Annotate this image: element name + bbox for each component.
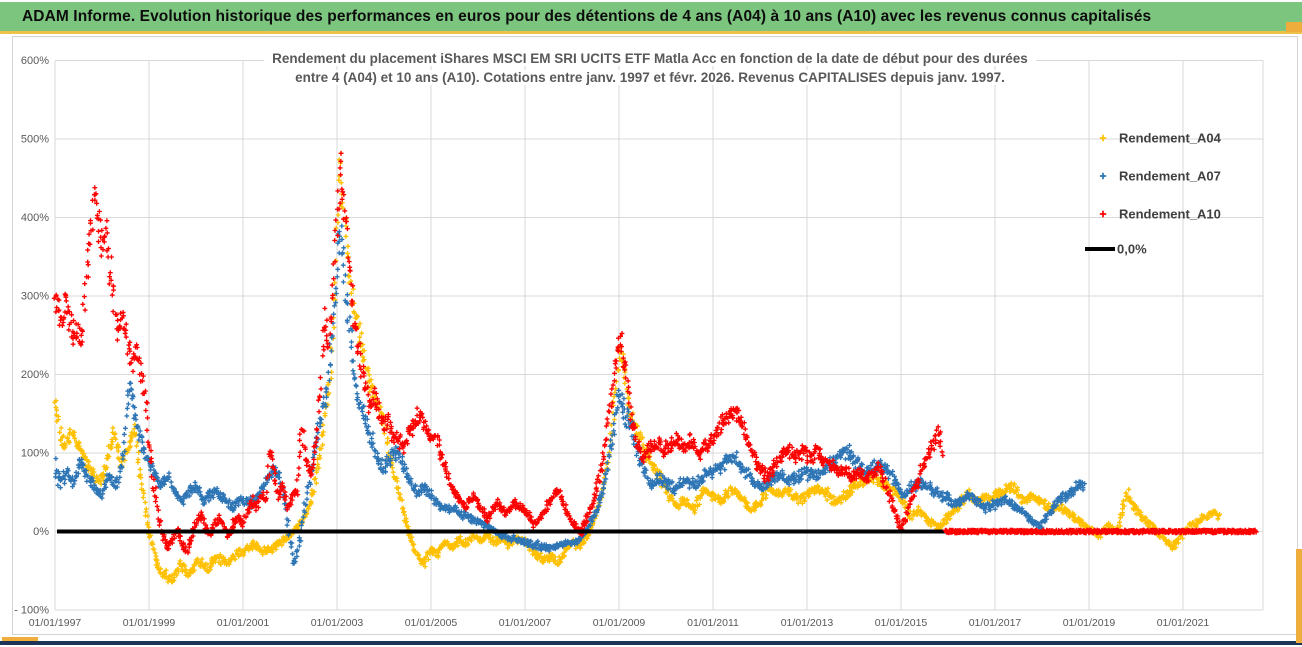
legend-item-rendement_a10[interactable]: Rendement_A10 <box>1099 207 1221 222</box>
x-axis-label: 01/01/2007 <box>499 617 552 629</box>
x-axis-label: 01/01/2011 <box>687 617 739 629</box>
legend-label: Rendement_A10 <box>1119 207 1221 222</box>
series-rendement_a07 <box>53 223 1087 566</box>
y-axis-label: 100% <box>21 448 49 460</box>
page-title: ADAM Informe. Evolution historique des p… <box>22 8 1152 25</box>
legend-marker-plus-icon <box>1099 172 1107 180</box>
x-axis-label: 01/01/2001 <box>217 617 270 629</box>
y-axis-label: 0% <box>33 526 49 538</box>
chart-canvas[interactable]: 600%500%400%300%200%100%0%- 100%01/01/19… <box>13 37 1297 634</box>
sheet-header: ADAM Informe. Evolution historique des p… <box>0 2 1302 31</box>
y-axis-labels: 600% 500% 400% 300% 200% 100% 0% - 100% <box>14 55 49 617</box>
x-axis-labels: 01/01/1997 01/01/1999 01/01/2001 01/01/2003… <box>29 617 1210 629</box>
x-axis-label: 01/01/2013 <box>781 617 834 629</box>
legend-item-rendement_a04[interactable]: Rendement_A04 <box>1099 131 1222 146</box>
x-axis-label: 01/01/2015 <box>875 617 928 629</box>
chart-title-line-1: Rendement du placement iShares MSCI EM S… <box>264 51 1036 66</box>
y-axis-label: 500% <box>21 134 49 146</box>
legend-label: Rendement_A07 <box>1119 169 1221 184</box>
gridlines <box>54 60 1264 611</box>
x-axis-label: 01/01/2017 <box>969 617 1022 629</box>
x-axis-label: 01/01/1999 <box>123 617 176 629</box>
y-axis-label: 600% <box>21 55 49 67</box>
x-axis-label: 01/01/2021 <box>1157 617 1210 629</box>
gold-accent-right <box>1296 549 1302 643</box>
gold-accent-bottom-left <box>2 637 38 644</box>
bottom-border-bar <box>0 641 1302 645</box>
x-axis-label: 01/01/2005 <box>405 617 458 629</box>
gold-accent-top-right <box>1286 22 1302 32</box>
legend-item-rendement_a07[interactable]: Rendement_A07 <box>1099 169 1221 184</box>
chart-title-line-2: entre 4 (A04) et 10 ans (A10). Cotations… <box>287 70 1013 85</box>
chart-area[interactable]: 600% 500% 400% 300% 200% 100% 0% - 100% 01/01/19… <box>12 36 1298 635</box>
series-rendement_a10 <box>51 150 946 556</box>
x-axis-label: 01/01/1997 <box>29 617 82 629</box>
x-axis-label: 01/01/2003 <box>311 617 364 629</box>
y-axis-label: 300% <box>21 291 49 303</box>
legend: Rendement_A04 Rendement_A07 Rendement_A10 0… <box>1085 131 1222 257</box>
gold-underline-accent <box>0 31 1302 34</box>
legend-label: Rendement_A04 <box>1119 131 1222 146</box>
series-rendement_a10-zero-tail <box>942 527 1259 536</box>
legend-item-zero-line[interactable]: 0,0% <box>1085 242 1147 257</box>
y-axis-label: 200% <box>21 369 49 381</box>
legend-marker-plus-icon <box>1099 134 1107 142</box>
legend-marker-plus-icon <box>1099 210 1107 218</box>
legend-label: 0,0% <box>1117 242 1147 257</box>
x-axis-label: 01/01/2019 <box>1063 617 1116 629</box>
y-axis-label: 400% <box>21 212 49 224</box>
y-axis-label: - 100% <box>14 605 49 617</box>
x-axis-label: 01/01/2009 <box>593 617 646 629</box>
